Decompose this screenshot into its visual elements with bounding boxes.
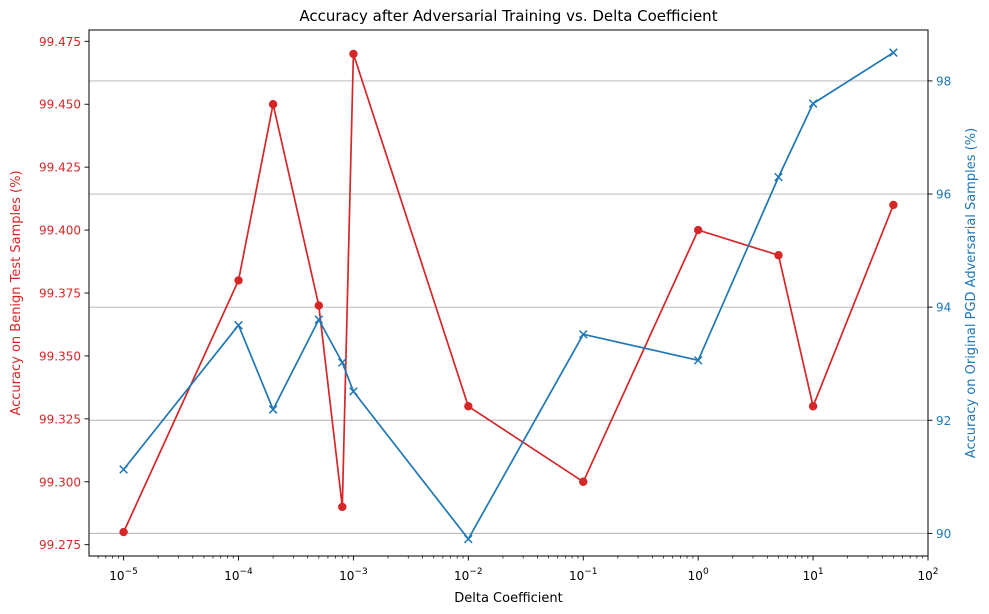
x-tick-label: 102 bbox=[917, 567, 938, 583]
benign-point-2 bbox=[268, 100, 278, 109]
benign-point-4 bbox=[338, 502, 347, 512]
y-right-tick-label: 90 bbox=[936, 527, 951, 541]
pgd-point-3 bbox=[314, 315, 324, 324]
pgd-point-6 bbox=[464, 534, 473, 544]
y-left-tick-label: 99.475 bbox=[39, 35, 81, 49]
pgd-point-0 bbox=[119, 465, 128, 474]
y-right-tick-label: 98 bbox=[936, 74, 951, 88]
series-layer bbox=[119, 48, 898, 544]
x-tick-base: 10 bbox=[803, 569, 818, 583]
benign-point-9 bbox=[774, 251, 783, 260]
x-tick-base: 10 bbox=[917, 569, 932, 583]
y-axis-left-label: Accuracy on Benign Test Samples (%) bbox=[9, 170, 24, 415]
pgd-point-7 bbox=[578, 329, 588, 339]
benign-point-8 bbox=[693, 225, 703, 235]
x-tick-base: 10 bbox=[224, 569, 239, 583]
x-tick-exponent: 2 bbox=[933, 567, 939, 577]
pgd-point-5 bbox=[349, 387, 358, 396]
y-left-tick-label: 99.300 bbox=[39, 475, 81, 489]
x-tick-base: 10 bbox=[109, 569, 124, 583]
x-axis: 10−5 10−4 10−3 10−2 10−1 100 101 102 bbox=[97, 556, 939, 583]
benign-point-11 bbox=[889, 200, 898, 210]
benign-point-7 bbox=[579, 477, 588, 486]
x-tick-exponent: −5 bbox=[125, 567, 138, 577]
y-left-tick-label: 99.400 bbox=[39, 224, 81, 238]
plot-frame bbox=[88, 29, 929, 557]
benign-point-6 bbox=[464, 402, 473, 411]
grid-lines bbox=[89, 80, 928, 534]
y-left-tick-label: 99.425 bbox=[39, 161, 81, 175]
y-right-tick-label: 92 bbox=[936, 414, 951, 428]
benign-point-0 bbox=[119, 527, 128, 537]
y-left-tick-label: 99.450 bbox=[39, 98, 81, 112]
x-tick-exponent: −2 bbox=[469, 567, 482, 577]
pgd-point-10 bbox=[808, 99, 818, 108]
pgd-point-8 bbox=[693, 355, 703, 365]
pgd-point-2 bbox=[268, 405, 278, 414]
y-axis-right-label: Accuracy on Original PGD Adversarial Sam… bbox=[964, 128, 979, 458]
y-left-tick-label: 99.350 bbox=[39, 349, 81, 363]
pgd-point-11 bbox=[889, 48, 898, 57]
x-tick-exponent: −3 bbox=[354, 567, 367, 577]
chart-title: Accuracy after Adversarial Training vs. … bbox=[299, 7, 717, 25]
x-tick-label: 100 bbox=[688, 567, 709, 583]
x-tick-exponent: 0 bbox=[703, 567, 709, 577]
series-line-pgd bbox=[122, 51, 894, 540]
x-tick-base: 10 bbox=[569, 569, 584, 583]
y-left-tick-label: 99.375 bbox=[39, 287, 81, 301]
pgd-point-1 bbox=[234, 320, 243, 330]
x-tick-label: 10−4 bbox=[224, 567, 253, 583]
pgd-point-9 bbox=[774, 172, 783, 182]
x-tick-label: 10−5 bbox=[109, 567, 138, 583]
x-tick-base: 10 bbox=[339, 569, 354, 583]
x-tick-base: 10 bbox=[454, 569, 469, 583]
benign-point-1 bbox=[234, 276, 243, 285]
x-tick-exponent: −4 bbox=[240, 567, 254, 577]
pgd-point-4 bbox=[337, 358, 347, 367]
y-right-tick-label: 96 bbox=[936, 188, 951, 202]
benign-point-10 bbox=[808, 402, 818, 411]
benign-point-3 bbox=[314, 301, 324, 310]
series-line-benign bbox=[122, 53, 895, 533]
x-tick-label: 101 bbox=[803, 567, 824, 583]
x-tick-exponent: 1 bbox=[818, 567, 824, 577]
y-axis-right: 90 92 94 96 98 bbox=[928, 74, 951, 541]
x-tick-label: 10−1 bbox=[569, 567, 598, 583]
y-left-tick-label: 99.325 bbox=[39, 412, 81, 426]
y-axis-left: 99.275 99.300 99.325 99.350 99.375 99.400 99.4… bbox=[39, 35, 89, 552]
y-left-tick-label: 99.275 bbox=[39, 538, 81, 552]
x-tick-exponent: −1 bbox=[584, 567, 597, 577]
benign-point-5 bbox=[349, 49, 358, 59]
y-right-tick-label: 94 bbox=[936, 301, 951, 315]
x-axis-label: Delta Coefficient bbox=[454, 591, 563, 606]
x-tick-label: 10−2 bbox=[454, 567, 483, 583]
x-tick-base: 10 bbox=[688, 569, 703, 583]
x-tick-label: 10−3 bbox=[339, 567, 368, 583]
